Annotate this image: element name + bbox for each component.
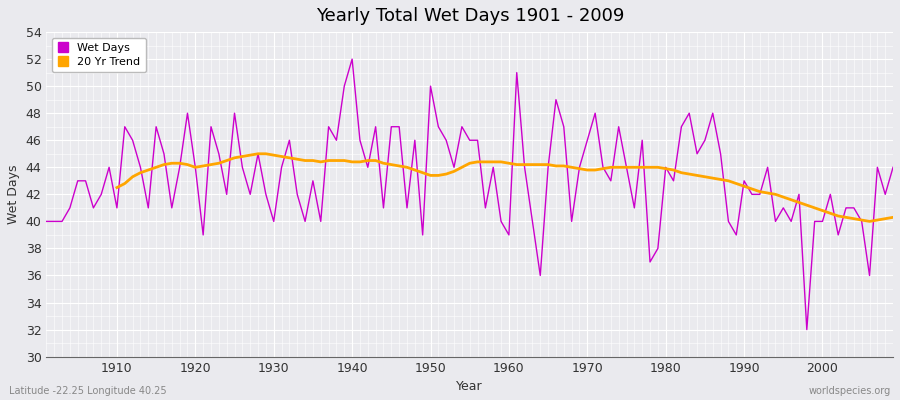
20 Yr Trend [856,218,867,222]
Text: worldspecies.org: worldspecies.org [809,386,891,396]
Wet Days [887,165,898,170]
20 Yr Trend [887,215,898,220]
Line: 20 Yr Trend: 20 Yr Trend [117,154,893,221]
20 Yr Trend [519,162,530,167]
20 Yr Trend [864,219,875,224]
Line: Wet Days: Wet Days [47,59,893,330]
Wet Days [503,232,514,237]
20 Yr Trend [112,185,122,190]
20 Yr Trend [832,214,843,218]
Wet Days [41,219,52,224]
Wet Days [276,165,287,170]
Wet Days [346,57,357,62]
Wet Days [801,327,812,332]
20 Yr Trend [268,153,279,158]
Title: Yearly Total Wet Days 1901 - 2009: Yearly Total Wet Days 1901 - 2009 [316,7,624,25]
20 Yr Trend [300,158,310,163]
Y-axis label: Wet Days: Wet Days [7,164,20,224]
Wet Days [104,165,114,170]
Text: Latitude -22.25 Longitude 40.25: Latitude -22.25 Longitude 40.25 [9,386,166,396]
Wet Days [606,178,616,183]
Legend: Wet Days, 20 Yr Trend: Wet Days, 20 Yr Trend [52,38,146,72]
Wet Days [323,124,334,129]
X-axis label: Year: Year [456,380,483,393]
Wet Days [511,70,522,75]
20 Yr Trend [253,151,264,156]
20 Yr Trend [582,168,593,172]
